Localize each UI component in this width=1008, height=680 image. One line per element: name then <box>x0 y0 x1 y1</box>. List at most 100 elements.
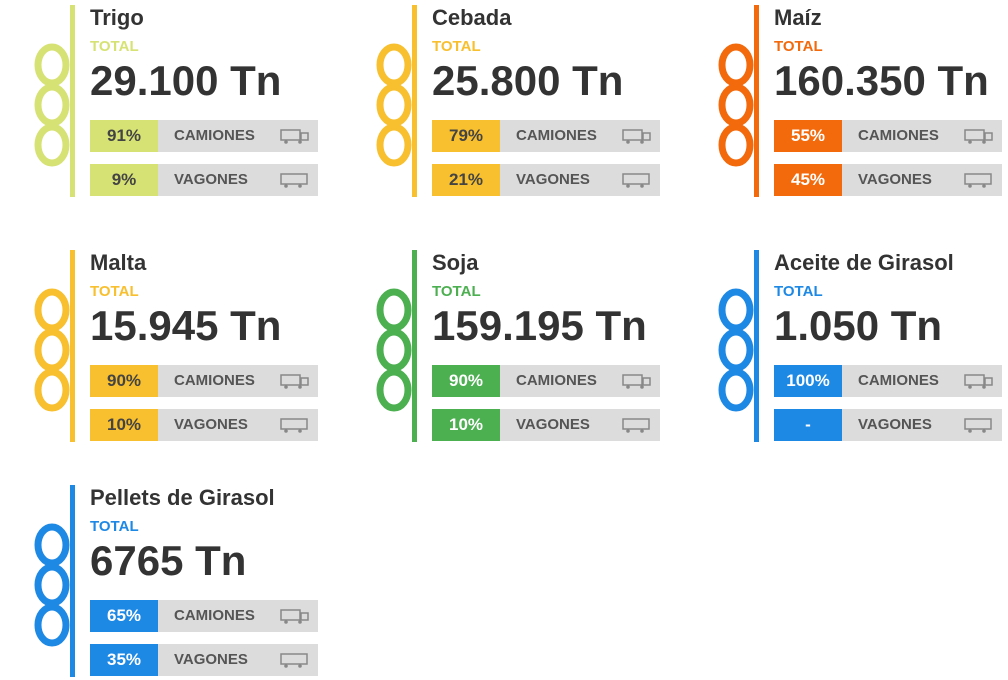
transport-icon <box>964 374 994 389</box>
wheel <box>982 429 986 433</box>
leaf <box>380 372 408 408</box>
transport-label: CAMIONES <box>500 120 660 152</box>
percent: 45% <box>774 164 842 196</box>
truck-body <box>965 419 991 429</box>
wheel <box>284 664 288 668</box>
total-label: TOTAL <box>432 283 481 300</box>
transport-icon <box>280 418 310 433</box>
leaf <box>38 527 66 563</box>
wheel <box>982 385 986 389</box>
leaf <box>722 332 750 368</box>
leaf <box>38 372 66 408</box>
percent: 10% <box>432 409 500 441</box>
leaf <box>380 47 408 83</box>
truck-body <box>281 130 300 140</box>
leaf <box>38 87 66 123</box>
accent-line <box>70 5 75 197</box>
leaf <box>722 372 750 408</box>
wheel <box>298 429 302 433</box>
leaf <box>38 332 66 368</box>
percent: 10% <box>90 409 158 441</box>
percent: 35% <box>90 644 158 676</box>
card-title: Trigo <box>90 5 144 31</box>
leaf <box>722 127 750 163</box>
percent: - <box>774 409 842 441</box>
truck-cab <box>985 133 992 140</box>
percent: 55% <box>774 120 842 152</box>
percent: 65% <box>90 600 158 632</box>
wheel <box>982 184 986 188</box>
percent: 79% <box>432 120 500 152</box>
transport-icon <box>622 173 652 188</box>
truck-body <box>623 375 642 385</box>
truck-body <box>281 174 307 184</box>
wheel <box>968 184 972 188</box>
transport-label: CAMIONES <box>842 365 1002 397</box>
percent: 100% <box>774 365 842 397</box>
truck-cab <box>301 133 308 140</box>
transport-label: VAGONES <box>500 164 660 196</box>
crop-icon <box>352 35 412 185</box>
crop-icon <box>10 280 70 430</box>
card-title: Pellets de Girasol <box>90 485 275 511</box>
total-value: 1.050 Tn <box>774 302 942 350</box>
percent: 91% <box>90 120 158 152</box>
wheel <box>968 429 972 433</box>
truck-cab <box>643 133 650 140</box>
total-value: 29.100 Tn <box>90 57 281 105</box>
transport-icon <box>280 374 310 389</box>
crop-icon <box>694 35 754 185</box>
leaf <box>38 292 66 328</box>
transport-icon <box>280 653 310 668</box>
card-title: Malta <box>90 250 146 276</box>
truck-cab <box>985 378 992 385</box>
leaf <box>380 332 408 368</box>
accent-line <box>70 485 75 677</box>
crop-icon <box>694 280 754 430</box>
transport-label: VAGONES <box>158 164 318 196</box>
card-title: Soja <box>432 250 478 276</box>
total-value: 160.350 Tn <box>774 57 989 105</box>
wheel <box>298 184 302 188</box>
transport-icon <box>280 173 310 188</box>
leaf <box>38 127 66 163</box>
leaf <box>38 47 66 83</box>
card: Aceite de Girasol TOTAL 1.050 Tn 100%CAMION… <box>694 250 1007 445</box>
transport-label: CAMIONES <box>500 365 660 397</box>
leaf <box>38 607 66 643</box>
truck-cab <box>301 378 308 385</box>
crop-icon <box>352 280 412 430</box>
wheel <box>640 385 644 389</box>
truck-cab <box>301 613 308 620</box>
truck-body <box>623 130 642 140</box>
percent: 90% <box>90 365 158 397</box>
wheel <box>626 184 630 188</box>
accent-line <box>754 250 759 442</box>
total-label: TOTAL <box>774 283 823 300</box>
accent-line <box>412 250 417 442</box>
transport-icon <box>964 418 994 433</box>
total-label: TOTAL <box>90 518 139 535</box>
crop-icon <box>10 35 70 185</box>
truck-body <box>281 654 307 664</box>
truck-cab <box>643 378 650 385</box>
total-value: 6765 Tn <box>90 537 246 585</box>
wheel <box>284 140 288 144</box>
percent: 21% <box>432 164 500 196</box>
transport-label: CAMIONES <box>158 120 318 152</box>
wheel <box>968 140 972 144</box>
percent: 90% <box>432 365 500 397</box>
page: (() => { const data = JSON.parse(documen… <box>0 0 1008 674</box>
leaf <box>380 292 408 328</box>
leaf <box>38 567 66 603</box>
wheel <box>298 620 302 624</box>
wheel <box>298 140 302 144</box>
card-title: Aceite de Girasol <box>774 250 954 276</box>
wheel <box>640 140 644 144</box>
total-label: TOTAL <box>90 283 139 300</box>
wheel <box>284 385 288 389</box>
truck-body <box>965 375 984 385</box>
truck-body <box>965 174 991 184</box>
